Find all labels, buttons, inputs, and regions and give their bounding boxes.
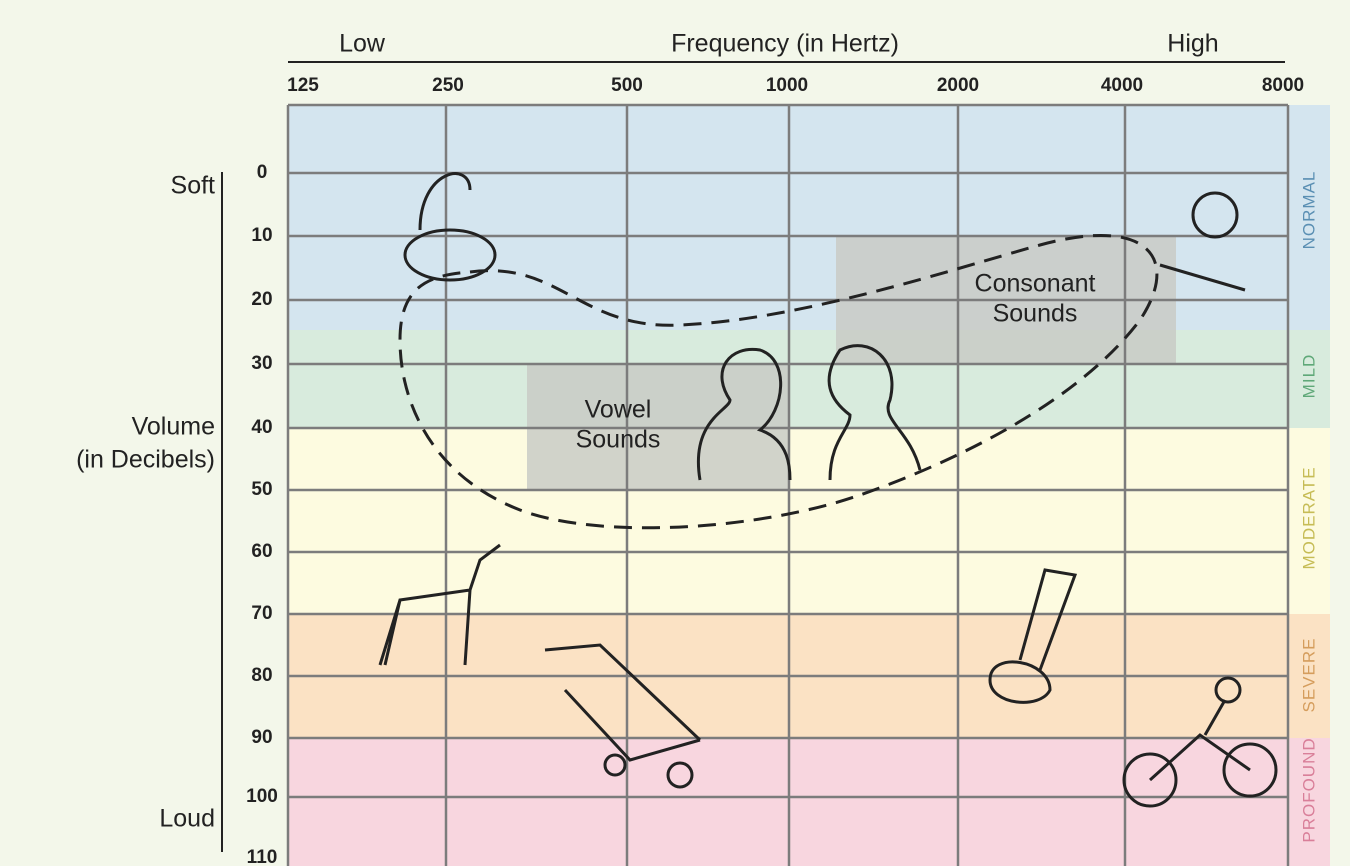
volume-tick-label: 90 [251,727,272,748]
frequency-tick-label: 4000 [1101,75,1143,96]
frequency-tick-label: 2000 [937,75,979,96]
high-label: High [1167,30,1218,58]
consonant-label: Sounds [993,300,1078,328]
volume-tick-label: 0 [257,162,268,183]
zone-label: SEVERE [1299,638,1318,713]
volume-tick-label: 100 [246,786,278,807]
frequency-tick-label: 500 [611,75,643,96]
audiogram: Low Frequency (in Hertz) High Soft Volum… [0,0,1350,866]
zone-label: NORMAL [1299,171,1318,250]
volume-tick-label: 70 [251,603,272,624]
frequency-tick-label: 250 [432,75,464,96]
volume-tick-label: 20 [251,289,272,310]
vowel-label: Vowel [585,396,652,424]
volume-tick-label: 60 [251,541,272,562]
low-label: Low [339,30,386,58]
moderate-zone [288,428,1330,614]
zone-label: MODERATE [1299,466,1318,569]
volume-tick-label: 50 [251,479,272,500]
frequency-title: Frequency (in Hertz) [671,30,899,58]
volume-title: Volume [132,413,215,441]
zone-label: PROFOUND [1299,737,1318,842]
soft-label: Soft [171,172,216,200]
frequency-tick-label: 8000 [1262,75,1304,96]
loud-label: Loud [159,805,215,833]
volume-tick-label: 40 [251,417,272,438]
volume-tick-label: 10 [251,225,272,246]
volume-tick-label: 80 [251,665,272,686]
zone-label: MILD [1299,354,1318,399]
vowel-label: Sounds [576,426,661,454]
frequency-tick-label: 1000 [766,75,808,96]
volume-tick-label: 110 [247,847,278,866]
consonant-label: Consonant [975,270,1096,298]
volume-title: (in Decibels) [76,446,215,474]
frequency-tick-label: 125 [287,75,319,96]
volume-tick-label: 30 [251,353,272,374]
